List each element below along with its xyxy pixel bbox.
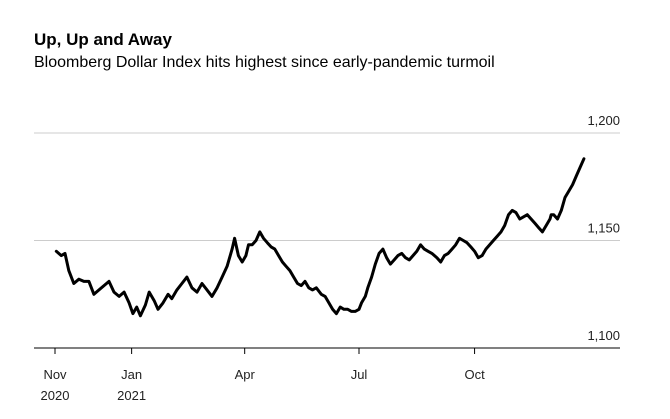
series-layer: [54, 157, 586, 318]
chart-subtitle: Bloomberg Dollar Index hits highest sinc…: [34, 54, 495, 71]
x-tick-label-year: 2021: [117, 388, 146, 403]
gridlines: [34, 132, 620, 349]
y-tick-label: 1,150: [587, 221, 620, 236]
x-tick-label: Oct: [464, 367, 485, 382]
x-tick-label: Jul: [351, 367, 368, 382]
series-line: [54, 157, 586, 318]
y-tick-label: 1,100: [587, 328, 620, 343]
y-tick-label: 1,200: [587, 113, 620, 128]
x-tick-label: Nov: [43, 367, 67, 382]
x-axis-ticks: Nov 2020 Jan 2021 Apr Jul Oct: [41, 348, 485, 403]
x-tick-label-year: 2020: [41, 388, 70, 403]
x-tick-label: Jan: [121, 367, 142, 382]
y-axis-ticks: 1,200 1,150 1,100: [587, 113, 620, 343]
chart-title: Up, Up and Away: [34, 30, 172, 49]
x-tick-label: Apr: [235, 367, 256, 382]
